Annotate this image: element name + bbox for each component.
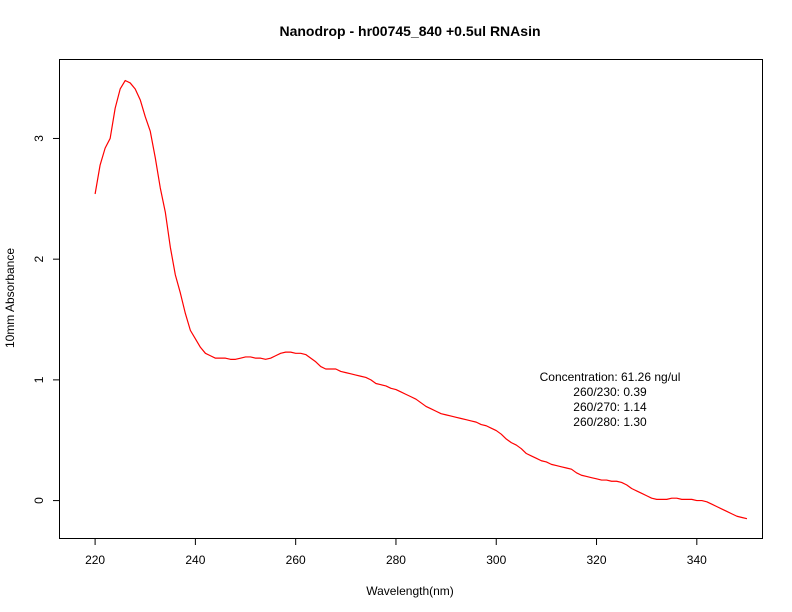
y-tick-label: 0: [32, 497, 46, 504]
y-tick-label: 1: [32, 376, 46, 383]
x-tick-label: 280: [386, 553, 406, 567]
chart-title: Nanodrop - hr00745_840 +0.5ul RNAsin: [279, 23, 540, 39]
y-tick-label: 2: [32, 256, 46, 263]
x-tick-label: 300: [486, 553, 506, 567]
annotation-line: 260/230: 0.39: [573, 385, 647, 399]
absorbance-series-line: [94, 79, 748, 520]
annotation-line: 260/280: 1.30: [573, 415, 647, 429]
plot-frame: [59, 59, 763, 539]
annotation-line: Concentration: 61.26 ng/ul: [540, 370, 681, 384]
y-axis: 0 1 2 3: [32, 135, 60, 504]
x-axis-label: Wavelength(nm): [366, 584, 454, 598]
annotation-line: 260/270: 1.14: [573, 400, 647, 414]
x-tick-label: 340: [687, 553, 707, 567]
x-tick-label: 260: [286, 553, 306, 567]
x-tick-label: 240: [185, 553, 205, 567]
y-axis-label: 10mm Absorbance: [3, 248, 17, 348]
x-axis: 220 240 260 280 300 320 340: [85, 538, 707, 567]
x-tick-label: 220: [85, 553, 105, 567]
x-tick-label: 320: [587, 553, 607, 567]
y-tick-label: 3: [32, 135, 46, 142]
